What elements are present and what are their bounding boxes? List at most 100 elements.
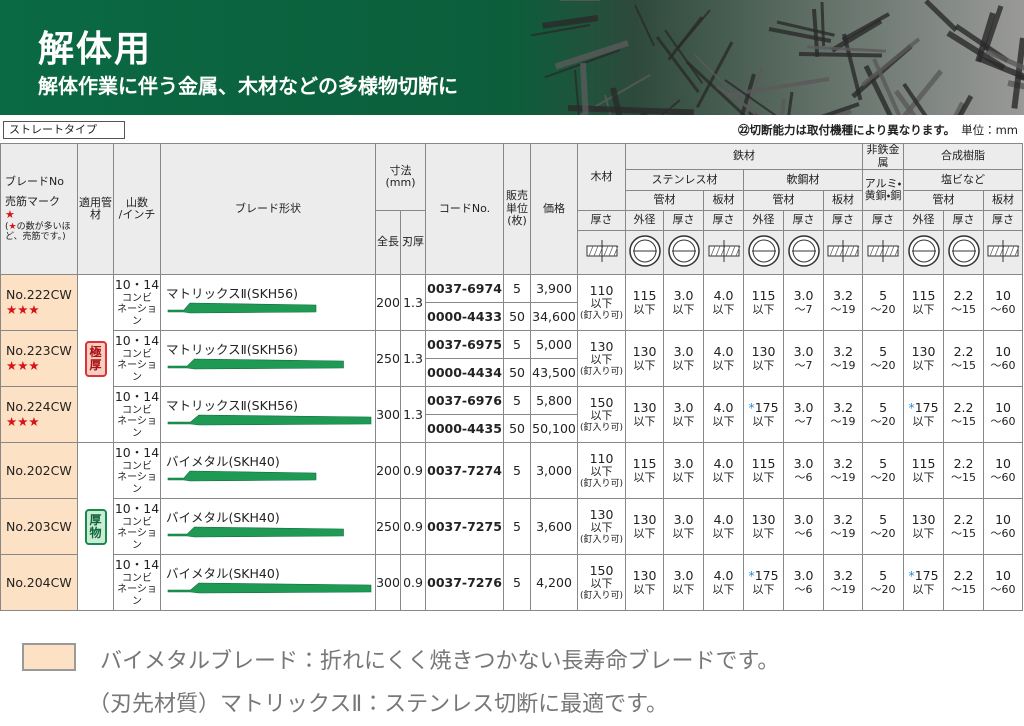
capacity-value: 130 <box>911 512 936 528</box>
capacity: 2.2 ～15 <box>943 330 985 388</box>
teeth-line: コンビ <box>122 404 152 416</box>
capacity: 3.0 ～7 <box>783 330 825 388</box>
teeth: 10・14 コンビ ネーション <box>113 498 161 556</box>
scrap-bar <box>578 74 651 115</box>
blade <box>167 526 344 538</box>
capacity: 4.0 以下 <box>703 554 745 612</box>
thickness: 0.9 <box>399 442 427 500</box>
head-row <box>1 230 1024 276</box>
capacity: 115 以下 <box>625 442 665 500</box>
material-icon <box>867 239 900 262</box>
wood-capacity: 130 以下 (釘入り可) <box>577 498 627 556</box>
scrap-bar <box>957 94 974 115</box>
capacity-range: ～15 <box>951 302 977 316</box>
shape-name: バイメタル(SKH40) <box>166 453 280 469</box>
scrap-bar <box>861 37 921 87</box>
capacity-range: 以下 <box>712 414 735 428</box>
teeth-line: 10・14 <box>114 389 160 405</box>
capacity-line: *175 <box>905 401 943 415</box>
blade-image <box>167 470 317 482</box>
shape-head: ブレード形状 <box>160 142 376 276</box>
capacity-value: 115 <box>632 456 657 472</box>
blade-name: No.203CW <box>6 518 72 534</box>
wood-line: 以下 <box>590 409 613 423</box>
hatch <box>894 245 900 257</box>
hatch <box>613 245 618 257</box>
capacity-range: ～20 <box>870 470 896 484</box>
legend-matrix: （刃先材質）マトリックスⅡ：ステンレス切断に最適です。 <box>88 692 668 717</box>
capacity-value: 115 <box>911 288 936 304</box>
capacity-range: ～6 <box>794 526 813 540</box>
blade-name: No.223CW <box>6 343 72 359</box>
row: 0000-4434 50 43,500 <box>1 358 1023 388</box>
capacity-range: ～15 <box>951 358 977 372</box>
capacity: 2.2 ～15 <box>943 498 985 556</box>
capacity: 5 ～20 <box>862 386 905 444</box>
length: 300 <box>375 386 401 444</box>
code: 0000-4435 <box>425 414 505 444</box>
wood-line: (釘入り可) <box>580 423 624 434</box>
capacity-value: 4.0 <box>713 400 734 416</box>
capacity: 3.0 以下 <box>663 554 705 612</box>
type-label: ストレートタイプ <box>3 121 125 139</box>
text-line: 売筋マーク <box>5 195 60 209</box>
capacity-range: 以下 <box>752 582 775 596</box>
capacity-value: 5 <box>879 400 888 416</box>
teeth-line: 10・14 <box>114 445 160 461</box>
capacity: 3.0 ～7 <box>783 274 825 332</box>
capacity-range: 以下 <box>672 414 695 428</box>
hatch <box>869 245 875 257</box>
capacity-range: ～15 <box>951 470 977 484</box>
capacity: 3.0 ～6 <box>783 442 825 500</box>
hatch <box>849 245 855 257</box>
capacity-range: 以下 <box>633 582 656 596</box>
material-icon <box>787 235 820 267</box>
mark-star: ★ <box>5 208 15 222</box>
capacity-range: ～60 <box>990 470 1016 484</box>
capacity-range: ～20 <box>870 358 896 372</box>
teeth-line: ネーション <box>117 528 157 551</box>
capacity-value: 130 <box>632 400 657 416</box>
price: 4,200 <box>530 554 579 612</box>
capacity-value: 5 <box>879 456 888 472</box>
text: ( <box>5 221 9 232</box>
code: 0000-4434 <box>425 358 505 388</box>
capacity: 4.0 以下 <box>703 274 745 332</box>
blade-no: No.202CW <box>0 442 78 500</box>
sales-unit-head: 販売 単位 (枚) <box>503 142 532 276</box>
icon-cell <box>743 230 785 276</box>
material-icon <box>827 239 860 262</box>
capacity-value: 3.2 <box>833 400 853 416</box>
pipe-badge: 極厚 <box>84 340 107 377</box>
hatch <box>834 245 840 257</box>
capacity: 3.2 ～19 <box>823 274 864 332</box>
capacity-range: 以下 <box>712 526 735 540</box>
thickness: 0.9 <box>399 498 427 556</box>
capacity: 115 以下 <box>903 274 945 332</box>
measure-head: 厚さ <box>943 210 985 232</box>
capacity: *175 以下 <box>743 554 785 612</box>
measure-head: 外径 <box>743 210 785 232</box>
price-head: 価格 <box>530 142 579 276</box>
capacity-value: 3.2 <box>833 456 853 472</box>
capacity-range: 以下 <box>633 414 656 428</box>
icon-cell <box>663 230 705 276</box>
capacity-value: 3.0 <box>793 344 814 360</box>
wood-line: 以下 <box>590 465 613 479</box>
wood-line: 130 <box>589 507 614 523</box>
icon-cell <box>577 230 627 276</box>
row: No.204CW 10・14 コンビ ネーション バイメタル(SKH40) 300 0.9 0… <box>0 554 1024 612</box>
capacity-value: 3.2 <box>833 288 853 304</box>
hatch <box>994 245 1000 257</box>
wood-line: 150 <box>589 395 614 411</box>
capacity: 5 ～20 <box>862 442 905 500</box>
scrap-bar <box>820 1 826 47</box>
asterisk: * <box>908 568 915 584</box>
scrap-bar <box>610 87 623 115</box>
capacity: 3.0 ～7 <box>783 386 825 444</box>
sales-unit: 5 <box>503 274 532 304</box>
hatch <box>608 245 613 257</box>
price: 43,500 <box>530 358 579 388</box>
capacity-value: 130 <box>632 568 657 584</box>
